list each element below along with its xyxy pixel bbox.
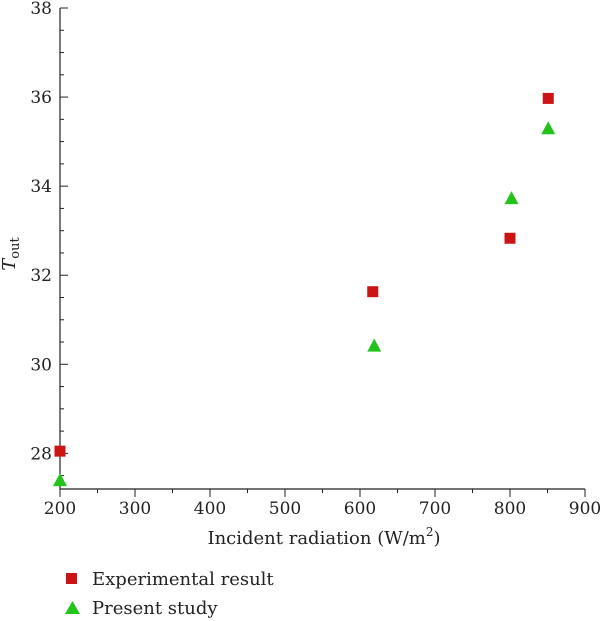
data-point-present-study [541,121,556,135]
data-point-present-study [53,473,67,487]
legend-label-present-study: Present study [92,598,218,619]
y-tick-label: 36 [30,88,52,108]
legend-swatch-experimental-result [66,573,77,584]
x-axis-title-superscript: 2 [426,525,434,539]
y-tick-label: 28 [30,444,52,464]
x-tick-label: 300 [119,499,151,519]
x-tick-label: 400 [194,499,226,519]
data-point-experimental-result [367,286,379,298]
x-axis-ticks: 200 300 400 500 600 700 800 900 [44,489,600,519]
x-tick-label: 700 [419,499,451,519]
x-axis-title-tail: ) [434,528,441,549]
data-point-experimental-result [504,232,516,244]
y-tick-label: 34 [30,177,52,197]
data-point-present-study [504,191,519,205]
y-axis-title: Tout [0,237,23,271]
x-tick-label: 800 [494,499,526,519]
y-axis-title-main: T [0,257,20,271]
x-tick-label: 900 [569,499,600,519]
data-points [53,92,556,487]
y-axis-ticks: 28 30 32 34 36 38 [30,0,68,477]
legend-label-experimental-result: Experimental result [92,569,274,590]
y-tick-label: 38 [30,0,52,19]
axes [59,8,585,490]
y-tick-label: 30 [30,355,52,375]
data-point-experimental-result [542,92,554,104]
data-point-experimental-result [54,445,66,457]
x-tick-label: 600 [344,499,376,519]
data-point-present-study [367,338,382,352]
legend: Experimental result Present study [65,569,274,619]
x-axis-title: Incident radiation (W/m2) [207,525,440,549]
x-tick-label: 500 [269,499,301,519]
x-tick-label: 200 [44,499,76,519]
legend-swatch-present-study [65,601,80,614]
y-tick-label: 32 [30,266,52,286]
x-axis-title-main: Incident radiation (W/m [207,528,425,549]
y-axis-title-subscript: out [8,237,23,259]
